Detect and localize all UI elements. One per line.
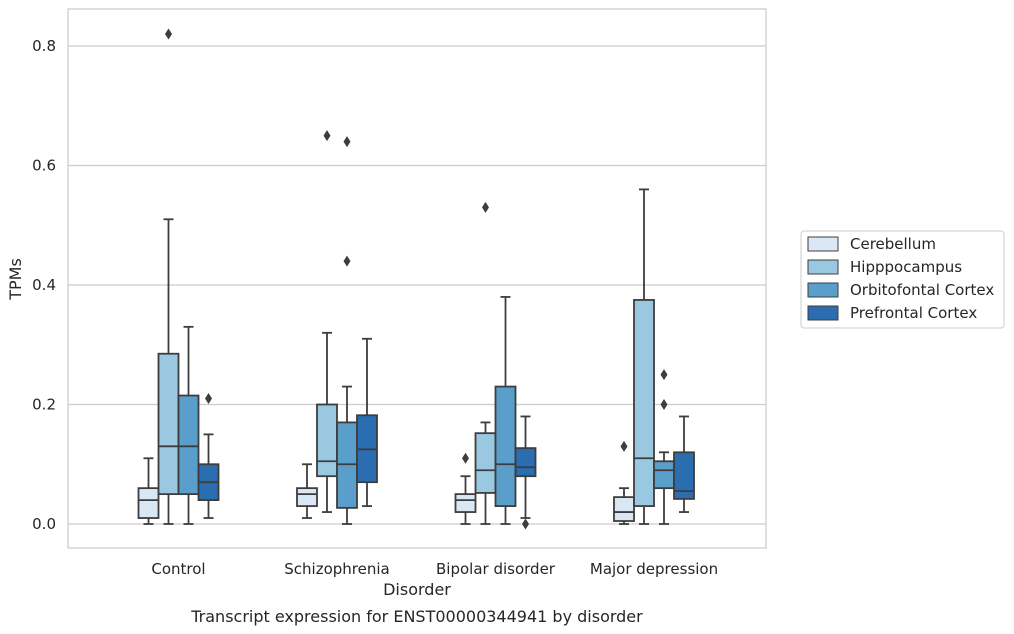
legend: Cerebellum Hipppocampus Orbitofontal Corte…: [800, 230, 1005, 329]
box-body: [454, 493, 477, 513]
outlier-marker: [620, 440, 628, 452]
x-tick-label: Bipolar disorder: [436, 560, 556, 578]
box-body: [494, 385, 517, 507]
box: [137, 457, 160, 525]
box-body: [633, 299, 655, 507]
box-body: [613, 496, 635, 522]
y-axis-ticks: 0.0 0.2 0.4 0.6 0.8: [32, 37, 56, 533]
box: [336, 136, 358, 525]
box: [454, 452, 477, 525]
y-axis-title: TPMs: [6, 258, 25, 301]
x-tick-label: Control: [151, 560, 205, 578]
box-body: [673, 451, 695, 500]
legend-frame: [800, 230, 1005, 329]
box-body: [514, 447, 537, 478]
box-body: [296, 487, 318, 507]
box: [177, 325, 200, 525]
chart-caption: Transcript expression for ENST0000034494…: [190, 607, 643, 626]
outlier-marker: [343, 136, 351, 148]
y-tick-label: 0.0: [32, 515, 56, 533]
outlier-marker: [660, 399, 668, 410]
legend-swatch: [807, 259, 839, 275]
outlier-marker: [522, 518, 529, 530]
legend-swatch: [807, 236, 839, 252]
box: [613, 440, 635, 525]
box: [316, 130, 338, 513]
y-tick-label: 0.8: [32, 37, 56, 55]
box: [197, 393, 220, 519]
box-body: [474, 432, 497, 494]
box: [633, 188, 655, 525]
box-series: [137, 28, 695, 530]
outlier-marker: [323, 130, 331, 142]
box: [157, 28, 180, 525]
legend-swatch: [807, 305, 839, 321]
box: [653, 369, 675, 525]
y-tick-label: 0.4: [32, 276, 56, 294]
box: [673, 415, 695, 513]
legend-label: Prefrontal Cortex: [850, 304, 977, 322]
box: [296, 463, 318, 519]
box: [356, 337, 378, 507]
box-body: [653, 460, 675, 490]
series-prefrontal-cortex: [197, 337, 695, 530]
box-body: [316, 403, 338, 478]
box: [514, 415, 537, 530]
box: [474, 201, 497, 525]
plot-area-frame: [67, 8, 767, 549]
x-tick-label: Major depression: [590, 560, 718, 578]
outlier-marker: [165, 28, 172, 40]
outlier-marker: [660, 369, 668, 381]
legend-label: Hipppocampus: [850, 258, 962, 276]
box-body: [157, 352, 180, 496]
outlier-marker: [482, 201, 489, 213]
legend-label: Cerebellum: [850, 235, 936, 253]
x-axis-title: Disorder: [383, 580, 451, 599]
box-body: [177, 394, 200, 496]
box-body: [137, 487, 160, 519]
outlier-marker: [205, 393, 212, 405]
outlier-marker: [343, 255, 351, 267]
box: [494, 296, 517, 525]
series-cerebellum: [137, 440, 635, 525]
y-tick-label: 0.2: [32, 396, 56, 414]
series-hipppocampus: [157, 28, 655, 525]
legend-label: Orbitofontal Cortex: [850, 281, 994, 299]
series-orbitofontal-cortex: [177, 136, 675, 525]
legend-swatch: [807, 282, 839, 298]
y-tick-label: 0.6: [32, 157, 56, 175]
x-tick-label: Schizophrenia: [284, 560, 389, 578]
x-axis-ticks: Control Schizophrenia Bipolar disorder Majo…: [151, 560, 718, 578]
outlier-marker: [462, 452, 469, 464]
